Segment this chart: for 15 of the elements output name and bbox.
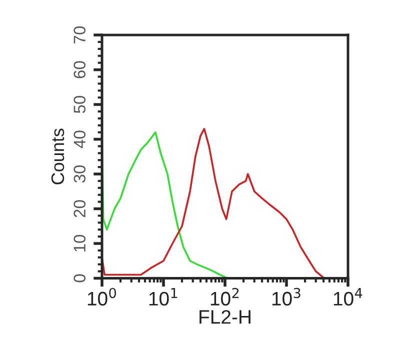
y-tick-label: 60 [74,61,86,78]
y-tick-label: 0 [74,274,86,282]
x-axis-title: FL2-H [200,310,250,324]
y-tick-label: 20 [74,200,86,218]
x-tick-label: 10$^{3}$ [272,288,300,306]
y-tick-label: 40 [74,130,86,148]
x-tick-label: 10$^{1}$ [149,288,178,306]
x-tick-label: 10$^{0}$ [88,288,116,306]
y-tick-label: 50 [74,96,86,114]
y-tick-label: 70 [74,26,86,44]
x-tick-label: 10$^{4}$ [334,288,362,306]
y-tick-label: 10 [74,234,86,252]
y-axis-title: Counts [51,128,64,184]
x-tick-label: 10$^{2}$ [210,288,239,306]
y-tick-label: 30 [74,165,86,183]
